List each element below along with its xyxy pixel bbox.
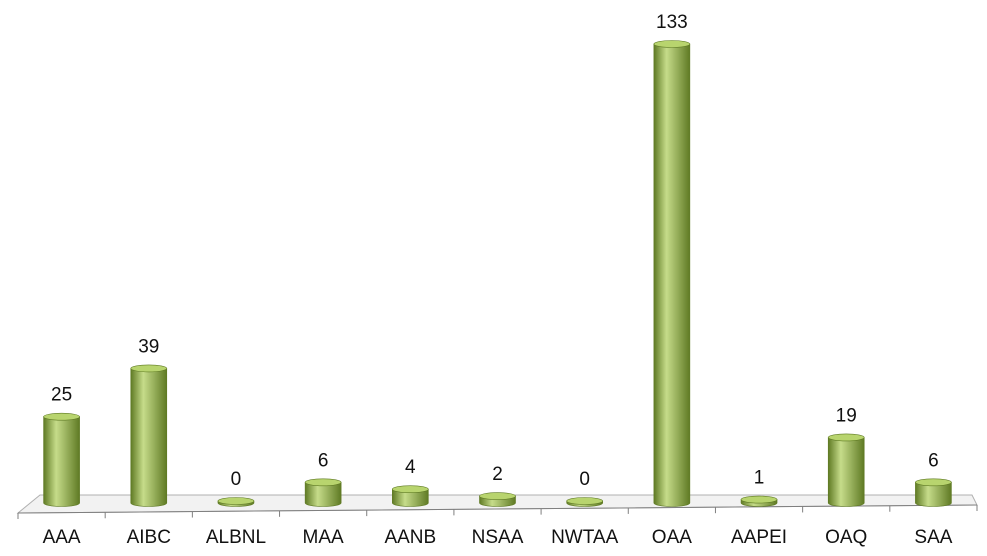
bar-body xyxy=(130,368,168,507)
data-label: 1 xyxy=(754,468,765,489)
data-label: 25 xyxy=(51,385,72,406)
bar xyxy=(653,40,691,507)
x-axis-tick-labels: AAA AIBC ALBNL MAA AANB NSAA NWTAA OAA AAPEI OAQ S… xyxy=(43,527,953,548)
data-label: 4 xyxy=(405,457,416,478)
data-label: 0 xyxy=(231,469,242,490)
bar xyxy=(566,497,603,507)
bar xyxy=(915,478,952,507)
x-tick-label: MAA xyxy=(303,527,345,548)
bar xyxy=(217,497,255,507)
bar-body xyxy=(653,43,691,507)
bar-series xyxy=(43,40,952,507)
x-tick-label: OAA xyxy=(652,527,692,548)
x-tick-label: NSAA xyxy=(472,527,524,548)
bar-top xyxy=(43,412,80,421)
bar xyxy=(392,485,429,507)
bar xyxy=(304,478,342,507)
bar-body xyxy=(392,488,429,507)
bar-top xyxy=(479,492,516,500)
data-label: 6 xyxy=(318,450,329,471)
x-tick-label: ALBNL xyxy=(206,527,266,548)
bar-top xyxy=(566,497,603,505)
bar xyxy=(43,412,80,507)
x-tick-label: SAA xyxy=(914,527,952,548)
bar-body xyxy=(304,481,342,507)
bar xyxy=(827,433,865,507)
data-labels: 25 39 0 6 4 2 0 133 1 19 6 xyxy=(51,12,939,490)
data-label: 6 xyxy=(928,450,939,471)
bar-top xyxy=(392,485,429,493)
data-label: 2 xyxy=(492,464,503,485)
x-tick-label: AAA xyxy=(43,527,81,548)
bar-top xyxy=(740,495,778,504)
bar-body xyxy=(915,481,952,507)
data-label: 19 xyxy=(836,405,857,426)
x-axis-line xyxy=(17,504,978,514)
bar-top xyxy=(304,478,342,487)
data-label: 0 xyxy=(579,469,590,490)
x-tick-label: AAPEI xyxy=(731,527,787,548)
x-tick-label: OAQ xyxy=(825,527,867,548)
x-tick-label: AIBC xyxy=(127,527,171,548)
bar-top xyxy=(217,497,255,505)
x-tick-label: NWTAA xyxy=(551,527,619,548)
bar-top xyxy=(130,364,168,373)
bar xyxy=(130,364,168,507)
bar-top xyxy=(915,478,952,487)
bar xyxy=(740,495,778,507)
bar-top xyxy=(827,433,865,442)
bar-body xyxy=(43,416,80,507)
x-axis-ticks xyxy=(17,505,978,519)
bar-top xyxy=(653,40,691,48)
x-tick-label: AANB xyxy=(384,527,436,548)
data-label: 133 xyxy=(656,12,688,33)
bar xyxy=(479,492,516,507)
bar-body xyxy=(827,437,865,507)
data-label: 39 xyxy=(138,336,159,357)
